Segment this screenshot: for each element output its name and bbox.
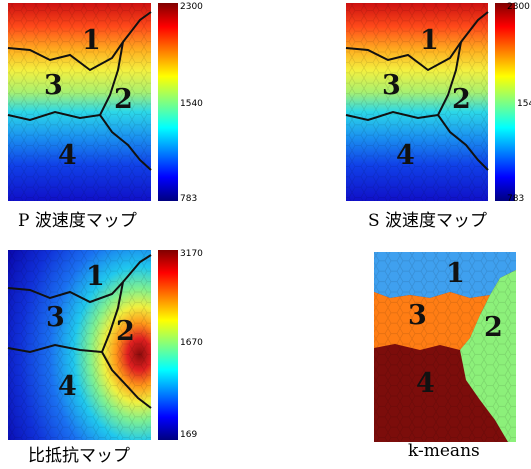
colorbar-min-label: 783 — [180, 194, 198, 204]
p-wave-som-map — [7, 3, 178, 201]
colorbar — [495, 3, 515, 201]
colorbar-mid-label: 1540 — [517, 99, 531, 109]
colorbar-max-label: 3170 — [180, 249, 203, 259]
panel-caption: S 波速度マップ — [368, 211, 488, 231]
s-wave-som-map — [345, 3, 515, 201]
colorbar-min-label: 783 — [507, 194, 525, 204]
region-label-2: 2 — [114, 84, 133, 115]
colorbar — [158, 250, 178, 440]
p-wave-panel: 1 2 3 4 2300 1540 783 P 波速度マップ — [0, 0, 265, 234]
colorbar — [158, 3, 178, 201]
cluster-boundary — [98, 41, 152, 171]
region-label-2: 2 — [452, 84, 471, 115]
kmeans-panel: 1 2 3 4 k-means — [340, 240, 531, 469]
resistivity-panel: 1 2 3 4 3170 1670 169 比抵抗マップ — [0, 240, 265, 469]
panel-caption: k-means — [408, 441, 480, 461]
region-label-3: 3 — [44, 70, 63, 101]
region-label-4: 4 — [416, 368, 435, 399]
region-label-3: 3 — [46, 302, 65, 333]
region-label-4: 4 — [396, 140, 415, 171]
region-label-3: 3 — [382, 70, 401, 101]
region-label-4: 4 — [58, 140, 77, 171]
colorbar-max-label: 2300 — [180, 2, 203, 12]
cluster-boundary — [100, 281, 152, 409]
cluster-boundary — [436, 41, 489, 171]
region-label-2: 2 — [484, 312, 503, 343]
panel-caption: 比抵抗マップ — [28, 446, 130, 466]
cluster-boundary — [345, 110, 439, 122]
cluster-boundary — [345, 11, 489, 72]
cluster-boundary — [7, 343, 103, 354]
cluster-boundary — [7, 110, 101, 122]
cluster-boundary — [7, 254, 152, 304]
cluster-boundary — [7, 11, 152, 72]
panel-caption: P 波速度マップ — [18, 211, 137, 231]
s-wave-panel: 1 2 3 4 2300 1540 783 S 波速度マップ — [340, 0, 531, 234]
colorbar-mid-label: 1670 — [180, 338, 203, 348]
region-label-4: 4 — [58, 371, 77, 402]
colorbar-min-label: 169 — [180, 430, 198, 440]
region-label-3: 3 — [408, 300, 427, 331]
colorbar-max-label: 2300 — [507, 2, 530, 12]
region-label-1: 1 — [82, 25, 101, 56]
region-label-1: 1 — [420, 25, 439, 56]
resistivity-som-map — [7, 250, 178, 440]
region-label-1: 1 — [86, 261, 105, 292]
colorbar-mid-label: 1540 — [180, 99, 203, 109]
kmeans-cluster-map — [374, 252, 516, 442]
region-label-1: 1 — [446, 258, 465, 289]
region-label-2: 2 — [116, 316, 135, 347]
